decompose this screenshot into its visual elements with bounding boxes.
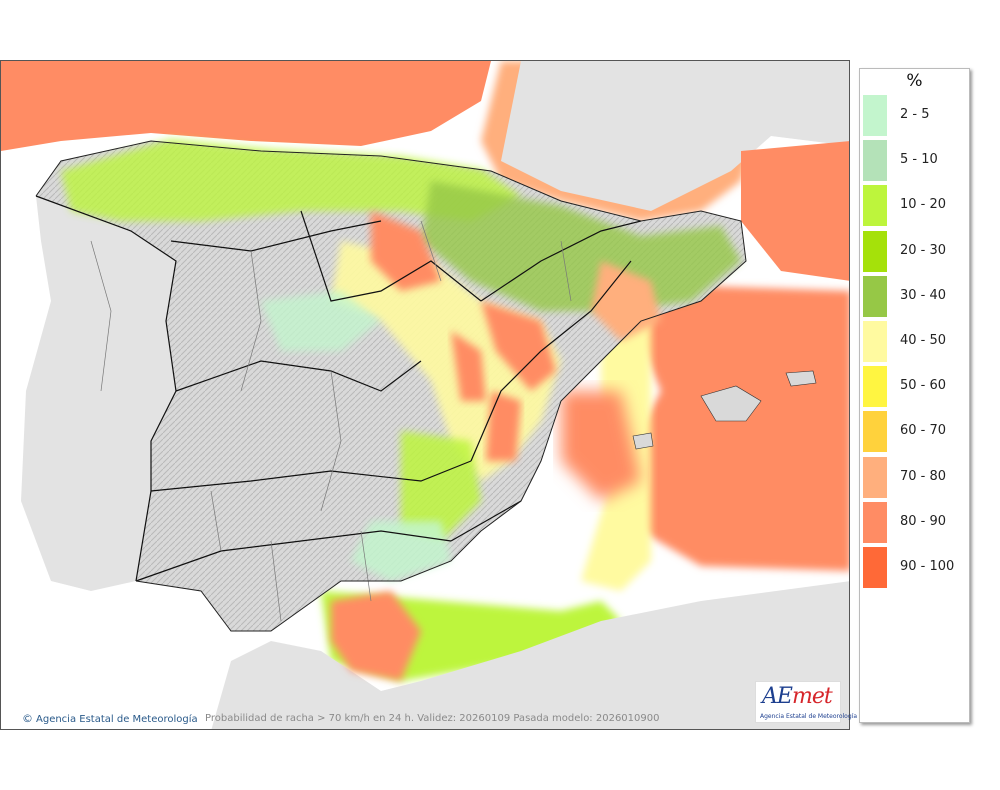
legend-swatch	[863, 230, 887, 272]
legend-item: 80 - 90	[863, 501, 968, 543]
legend-item: 30 - 40	[863, 275, 968, 317]
valencia-gulf-zone	[561, 391, 641, 501]
coastline	[35, 140, 747, 632]
legend-item: 40 - 50	[863, 321, 968, 362]
mallorca	[700, 385, 762, 422]
iberian-hot-1	[371, 211, 441, 291]
legend-swatch	[863, 95, 887, 136]
legend-label: 80 - 90	[900, 513, 947, 529]
catalonia-band	[591, 261, 661, 341]
africa-land	[211, 581, 849, 729]
france-land	[501, 61, 849, 211]
credit-text: © Agencia Estatal de Meteorología	[22, 712, 198, 725]
legend: % 2 - 5 5 - 10 10 - 20 20 - 30 30 - 40 40 - 5…	[859, 68, 970, 723]
balearic-sea-zone	[621, 286, 849, 571]
legend-swatch	[863, 366, 887, 408]
legend-label: 60 - 70	[900, 423, 947, 439]
legend-item: 10 - 20	[863, 185, 968, 227]
central-band	[261, 291, 381, 351]
lion-zone	[741, 141, 849, 281]
legend-swatch	[863, 185, 887, 227]
credit-label: Agencia Estatal de Meteorología	[36, 714, 198, 725]
pyrenees-band	[421, 181, 741, 311]
map-caption: Probabilidad de racha > 70 km/h en 24 h.…	[205, 713, 660, 724]
legend-label: 10 - 20	[900, 197, 947, 213]
menorca	[785, 370, 817, 387]
legend-label: 50 - 60	[900, 378, 947, 394]
probability-map	[0, 60, 850, 730]
copyright-icon: ©	[22, 712, 33, 725]
legend-label: 2 - 5	[900, 107, 930, 122]
legend-swatch	[863, 411, 887, 453]
legend-item: 60 - 70	[863, 411, 968, 453]
legend-swatch	[863, 501, 887, 543]
legend-swatch	[863, 275, 887, 317]
andalusia-band	[351, 521, 451, 581]
legend-item: 50 - 60	[863, 366, 968, 408]
legend-item: 90 - 100	[863, 547, 968, 588]
aemet-logo: AEmet Agencia Estatal de Meteorología	[755, 681, 857, 723]
legend-label: 20 - 30	[900, 242, 947, 258]
legend-label: 5 - 10	[900, 152, 938, 168]
southeast-band	[401, 431, 481, 541]
legend-swatch	[863, 456, 887, 498]
legend-item: 70 - 80	[863, 456, 968, 498]
iberian-hot-2	[481, 301, 556, 391]
legend-item: 5 - 10	[863, 140, 968, 182]
legend-swatch	[863, 321, 887, 362]
iberian-hot-4	[486, 391, 521, 461]
region-borders	[35, 195, 642, 582]
legend-item: 2 - 5	[863, 95, 968, 136]
portugal-land	[21, 196, 176, 591]
legend-label: 30 - 40	[900, 287, 947, 303]
legend-item: 20 - 30	[863, 230, 968, 272]
legend-swatch	[863, 547, 887, 588]
legend-swatch	[863, 140, 887, 182]
iberian-hot-3	[451, 331, 486, 401]
legend-title: %	[906, 71, 923, 91]
ibiza	[632, 432, 654, 450]
legend-label: 70 - 80	[900, 468, 947, 484]
legend-label: 40 - 50	[900, 333, 947, 348]
africa-strait-zone	[331, 591, 421, 681]
legend-label: 90 - 100	[900, 559, 955, 574]
province-borders	[90, 220, 572, 622]
biscay-zone	[1, 61, 491, 151]
